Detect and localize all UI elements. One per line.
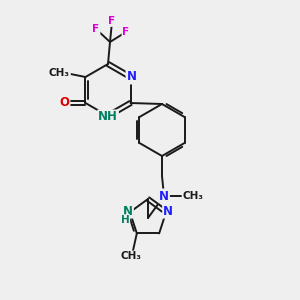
Text: N: N — [127, 70, 136, 83]
Text: NH: NH — [98, 110, 118, 124]
Text: F: F — [108, 16, 116, 26]
Text: F: F — [122, 27, 130, 37]
Text: N: N — [123, 205, 133, 218]
Text: CH₃: CH₃ — [49, 68, 70, 78]
Text: CH₃: CH₃ — [182, 191, 203, 201]
Text: CH₃: CH₃ — [120, 251, 141, 261]
Text: N: N — [159, 190, 169, 202]
Text: N: N — [163, 205, 173, 218]
Text: F: F — [92, 24, 100, 34]
Text: O: O — [59, 97, 70, 110]
Text: H: H — [121, 215, 129, 225]
